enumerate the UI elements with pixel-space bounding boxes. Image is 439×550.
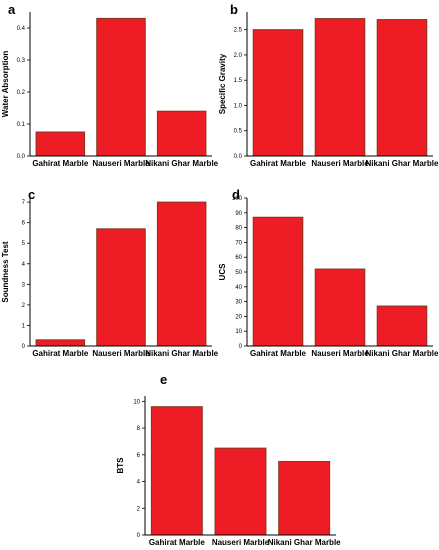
category-label: Nikani Ghar Marble: [145, 159, 218, 168]
bar-a-2: [96, 17, 146, 157]
bar-a-3: [156, 110, 207, 157]
bar-b-3: [376, 19, 428, 157]
bar-b-2: [314, 18, 366, 157]
panel-letter: e: [160, 372, 167, 387]
y-axis-title: BTS: [116, 457, 125, 474]
y-tick-label: 60: [235, 255, 242, 261]
y-tick-label: 70: [235, 240, 242, 246]
y-tick-label: 0.2: [17, 90, 26, 96]
panel-letter: c: [28, 187, 35, 202]
category-label: Gahirat Marble: [32, 159, 89, 168]
panel-letter: b: [230, 2, 238, 17]
y-tick-label: 0.0: [234, 154, 243, 160]
y-tick-label: 7: [22, 200, 26, 206]
y-axis-title: UCS: [218, 263, 227, 281]
bar-c-2: [96, 228, 146, 347]
y-tick-label: 0.3: [17, 58, 26, 64]
bar-d-3: [376, 305, 428, 347]
y-tick-label: 5: [22, 241, 26, 247]
category-label: Nauseri Marble: [311, 349, 369, 358]
y-tick-label: 0: [239, 344, 243, 350]
category-label: Nauseri Marble: [311, 159, 369, 168]
y-tick-label: 2.5: [234, 28, 243, 34]
y-axis-title: Soundness Test: [1, 241, 10, 303]
category-label: Nauseri Marble: [92, 349, 150, 358]
y-tick-label: 8: [137, 426, 141, 432]
y-tick-label: 50: [235, 270, 242, 276]
panel-letter: a: [8, 2, 16, 17]
bar-a-1: [35, 131, 86, 157]
y-tick-label: 0.5: [234, 129, 243, 135]
y-tick-label: 0.4: [17, 26, 26, 32]
y-tick-label: 6: [22, 221, 26, 227]
y-tick-label: 3: [22, 282, 26, 288]
bar-b-1: [252, 29, 304, 157]
y-tick-label: 100: [232, 196, 243, 202]
category-label: Nauseri Marble: [212, 538, 270, 547]
y-tick-label: 1.0: [234, 103, 243, 109]
y-tick-label: 1: [22, 323, 26, 329]
y-tick-label: 0: [22, 344, 26, 350]
y-axis-title: Specific Gravity: [218, 53, 227, 114]
bar-d-1: [252, 216, 304, 347]
bar-e-3: [278, 460, 331, 536]
y-tick-label: 2: [137, 506, 141, 512]
category-label: Nikani Ghar Marble: [366, 159, 439, 168]
bar-c-3: [156, 201, 207, 347]
y-tick-label: 0: [137, 533, 141, 539]
bar-c-1: [35, 339, 86, 347]
y-axis-title: Water Absorption: [1, 51, 10, 118]
y-tick-label: 2.0: [234, 53, 243, 59]
y-tick-label: 20: [235, 314, 242, 320]
category-label: Nikani Ghar Marble: [145, 349, 218, 358]
y-tick-label: 10: [133, 399, 140, 405]
y-tick-label: 90: [235, 211, 242, 217]
category-label: Gahirat Marble: [250, 349, 307, 358]
bar-e-2: [214, 447, 267, 536]
bar-e-1: [150, 406, 203, 536]
category-label: Gahirat Marble: [32, 349, 89, 358]
category-label: Gahirat Marble: [149, 538, 206, 547]
y-tick-label: 4: [22, 262, 26, 268]
y-tick-label: 80: [235, 226, 242, 232]
y-tick-label: 30: [235, 300, 242, 306]
category-label: Nikani Ghar Marble: [366, 349, 439, 358]
y-tick-label: 1.5: [234, 78, 243, 84]
y-tick-label: 40: [235, 285, 242, 291]
y-tick-label: 6: [137, 453, 141, 459]
category-label: Nikani Ghar Marble: [268, 538, 341, 547]
bar-d-2: [314, 268, 366, 347]
y-tick-label: 0.1: [17, 122, 26, 128]
y-tick-label: 0.0: [17, 154, 26, 160]
y-tick-label: 4: [137, 480, 141, 486]
y-tick-label: 10: [235, 329, 242, 335]
category-label: Nauseri Marble: [92, 159, 150, 168]
category-label: Gahirat Marble: [250, 159, 307, 168]
panel-letter: d: [232, 187, 240, 202]
y-tick-label: 2: [22, 303, 26, 309]
